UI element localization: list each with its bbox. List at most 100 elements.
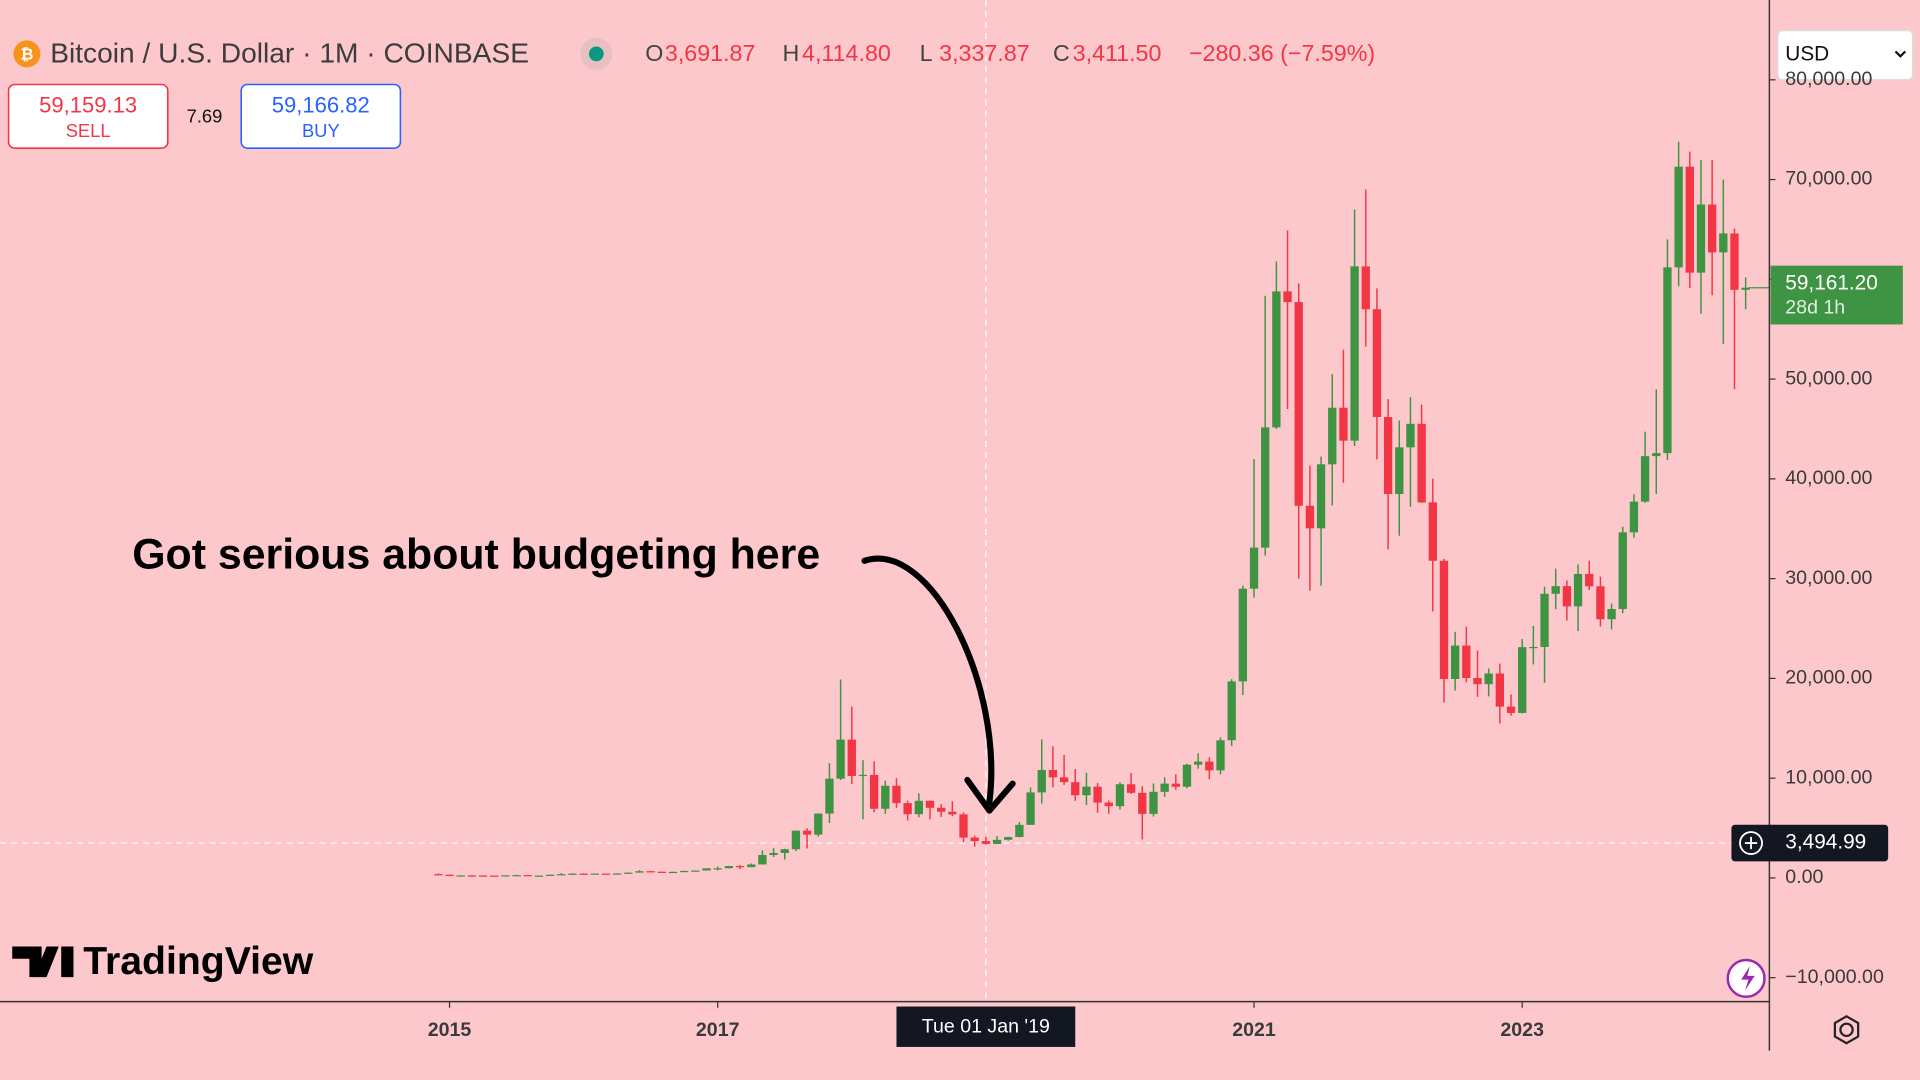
y-tick-label: 50,000.00 xyxy=(1785,367,1872,389)
candle-body xyxy=(1272,291,1281,428)
candle-body xyxy=(791,830,801,850)
plot-area xyxy=(0,0,1776,1008)
candle-body xyxy=(646,871,655,873)
candle-body xyxy=(1707,204,1717,253)
last-price-bg xyxy=(1770,265,1903,325)
ohlc-label: L xyxy=(920,40,933,66)
candle-body xyxy=(1082,786,1091,796)
candle-body xyxy=(1395,447,1404,495)
candle-body xyxy=(1518,647,1527,713)
candle-body xyxy=(434,874,443,876)
logo-mark xyxy=(12,946,74,978)
candle-body xyxy=(545,874,555,877)
candle-body xyxy=(970,837,979,842)
buy-button[interactable] xyxy=(240,83,402,149)
candle-body xyxy=(612,873,622,875)
y-tick-label: 70,000.00 xyxy=(1785,168,1872,190)
candle-body xyxy=(981,841,991,844)
candle-body xyxy=(624,872,633,874)
candle-body xyxy=(1450,645,1460,679)
candle-body xyxy=(1685,166,1694,273)
candle-body xyxy=(1562,586,1572,607)
ohlc-label: H xyxy=(782,40,799,66)
candle-body xyxy=(680,870,689,873)
sell-button[interactable] xyxy=(7,83,169,149)
candle-body xyxy=(1294,302,1303,506)
candle-body xyxy=(914,800,923,815)
ohlc-value: 4,114.80 xyxy=(802,40,891,66)
crosshair-add-plus xyxy=(1744,836,1758,850)
candle-body xyxy=(1194,761,1203,765)
candle-body xyxy=(1350,266,1359,441)
candle-body xyxy=(1540,593,1549,647)
candle-body xyxy=(1383,417,1393,495)
coin-icon-glyph: ₿ xyxy=(20,45,33,63)
candle-body xyxy=(1126,784,1136,793)
candle-body xyxy=(1663,267,1672,454)
candle-body xyxy=(1439,560,1449,679)
candle-body xyxy=(1573,573,1583,607)
annotation: Got serious about budgeting here xyxy=(132,530,820,578)
candle-body xyxy=(713,868,722,870)
candle-body xyxy=(523,875,532,877)
candle-body xyxy=(735,866,745,868)
currency: USD xyxy=(1785,43,1829,66)
candle-body xyxy=(1261,427,1270,548)
candle-body xyxy=(1618,532,1627,609)
ohlc-value: 3,337.87 xyxy=(939,40,1030,66)
candle-body xyxy=(1607,608,1616,620)
candle-body xyxy=(724,866,734,869)
candle-body xyxy=(1182,764,1192,787)
candle-body xyxy=(1149,791,1158,814)
candle-body xyxy=(1093,786,1102,803)
symbol: Bitcoin / U.S. Dollar · 1M · COINBASE xyxy=(50,38,529,69)
candle-body xyxy=(1015,824,1024,838)
candle-body xyxy=(490,875,499,877)
candle-body xyxy=(1361,266,1370,310)
spread: 7.69 xyxy=(187,105,223,126)
ohlc-value: 3,691.87 xyxy=(665,40,756,66)
settings-icon[interactable] xyxy=(1839,1022,1854,1038)
candle-body xyxy=(1037,769,1046,793)
candle-body xyxy=(467,875,477,877)
candle-body xyxy=(1640,456,1650,502)
candle-body xyxy=(892,785,901,804)
candle-body xyxy=(501,875,510,877)
candle-body xyxy=(1305,505,1315,529)
candle-body xyxy=(568,873,577,875)
currency-select[interactable] xyxy=(1777,29,1914,81)
candle-body xyxy=(992,839,1002,844)
candle-body xyxy=(579,873,588,875)
candle-body xyxy=(1205,761,1214,771)
candle-body xyxy=(1339,407,1348,441)
candle-body xyxy=(1495,673,1505,707)
candle-body xyxy=(802,830,812,835)
annotation-arrow xyxy=(861,555,995,806)
candle-body xyxy=(512,875,521,877)
ohlc-value: 3,411.50 xyxy=(1073,40,1162,66)
candle-body xyxy=(1719,233,1728,253)
candle-body xyxy=(1227,681,1236,741)
y-tick-label: 0.00 xyxy=(1785,866,1823,888)
candle-body xyxy=(1171,783,1180,787)
candle-body xyxy=(948,811,957,815)
last-price-label: 59,161.20 xyxy=(1785,272,1878,295)
candle-body xyxy=(456,875,465,877)
candle-body xyxy=(1071,782,1080,796)
x-tick-label: 2021 xyxy=(1232,1019,1276,1041)
candle-body xyxy=(557,874,566,876)
candle-body xyxy=(1741,287,1750,290)
candle-body xyxy=(534,875,544,877)
ohlc-label: O xyxy=(645,40,663,66)
sell-price: 59,159.13 xyxy=(39,92,137,117)
candle-body xyxy=(1249,547,1259,589)
crosshair-x-label-bg xyxy=(896,1006,1076,1047)
candle-body xyxy=(1551,586,1560,594)
candle-body xyxy=(959,814,968,838)
candle-body xyxy=(747,864,756,868)
candle-body xyxy=(445,874,454,876)
ohlc-label: C xyxy=(1053,40,1070,66)
buy-label: BUY xyxy=(302,120,340,141)
